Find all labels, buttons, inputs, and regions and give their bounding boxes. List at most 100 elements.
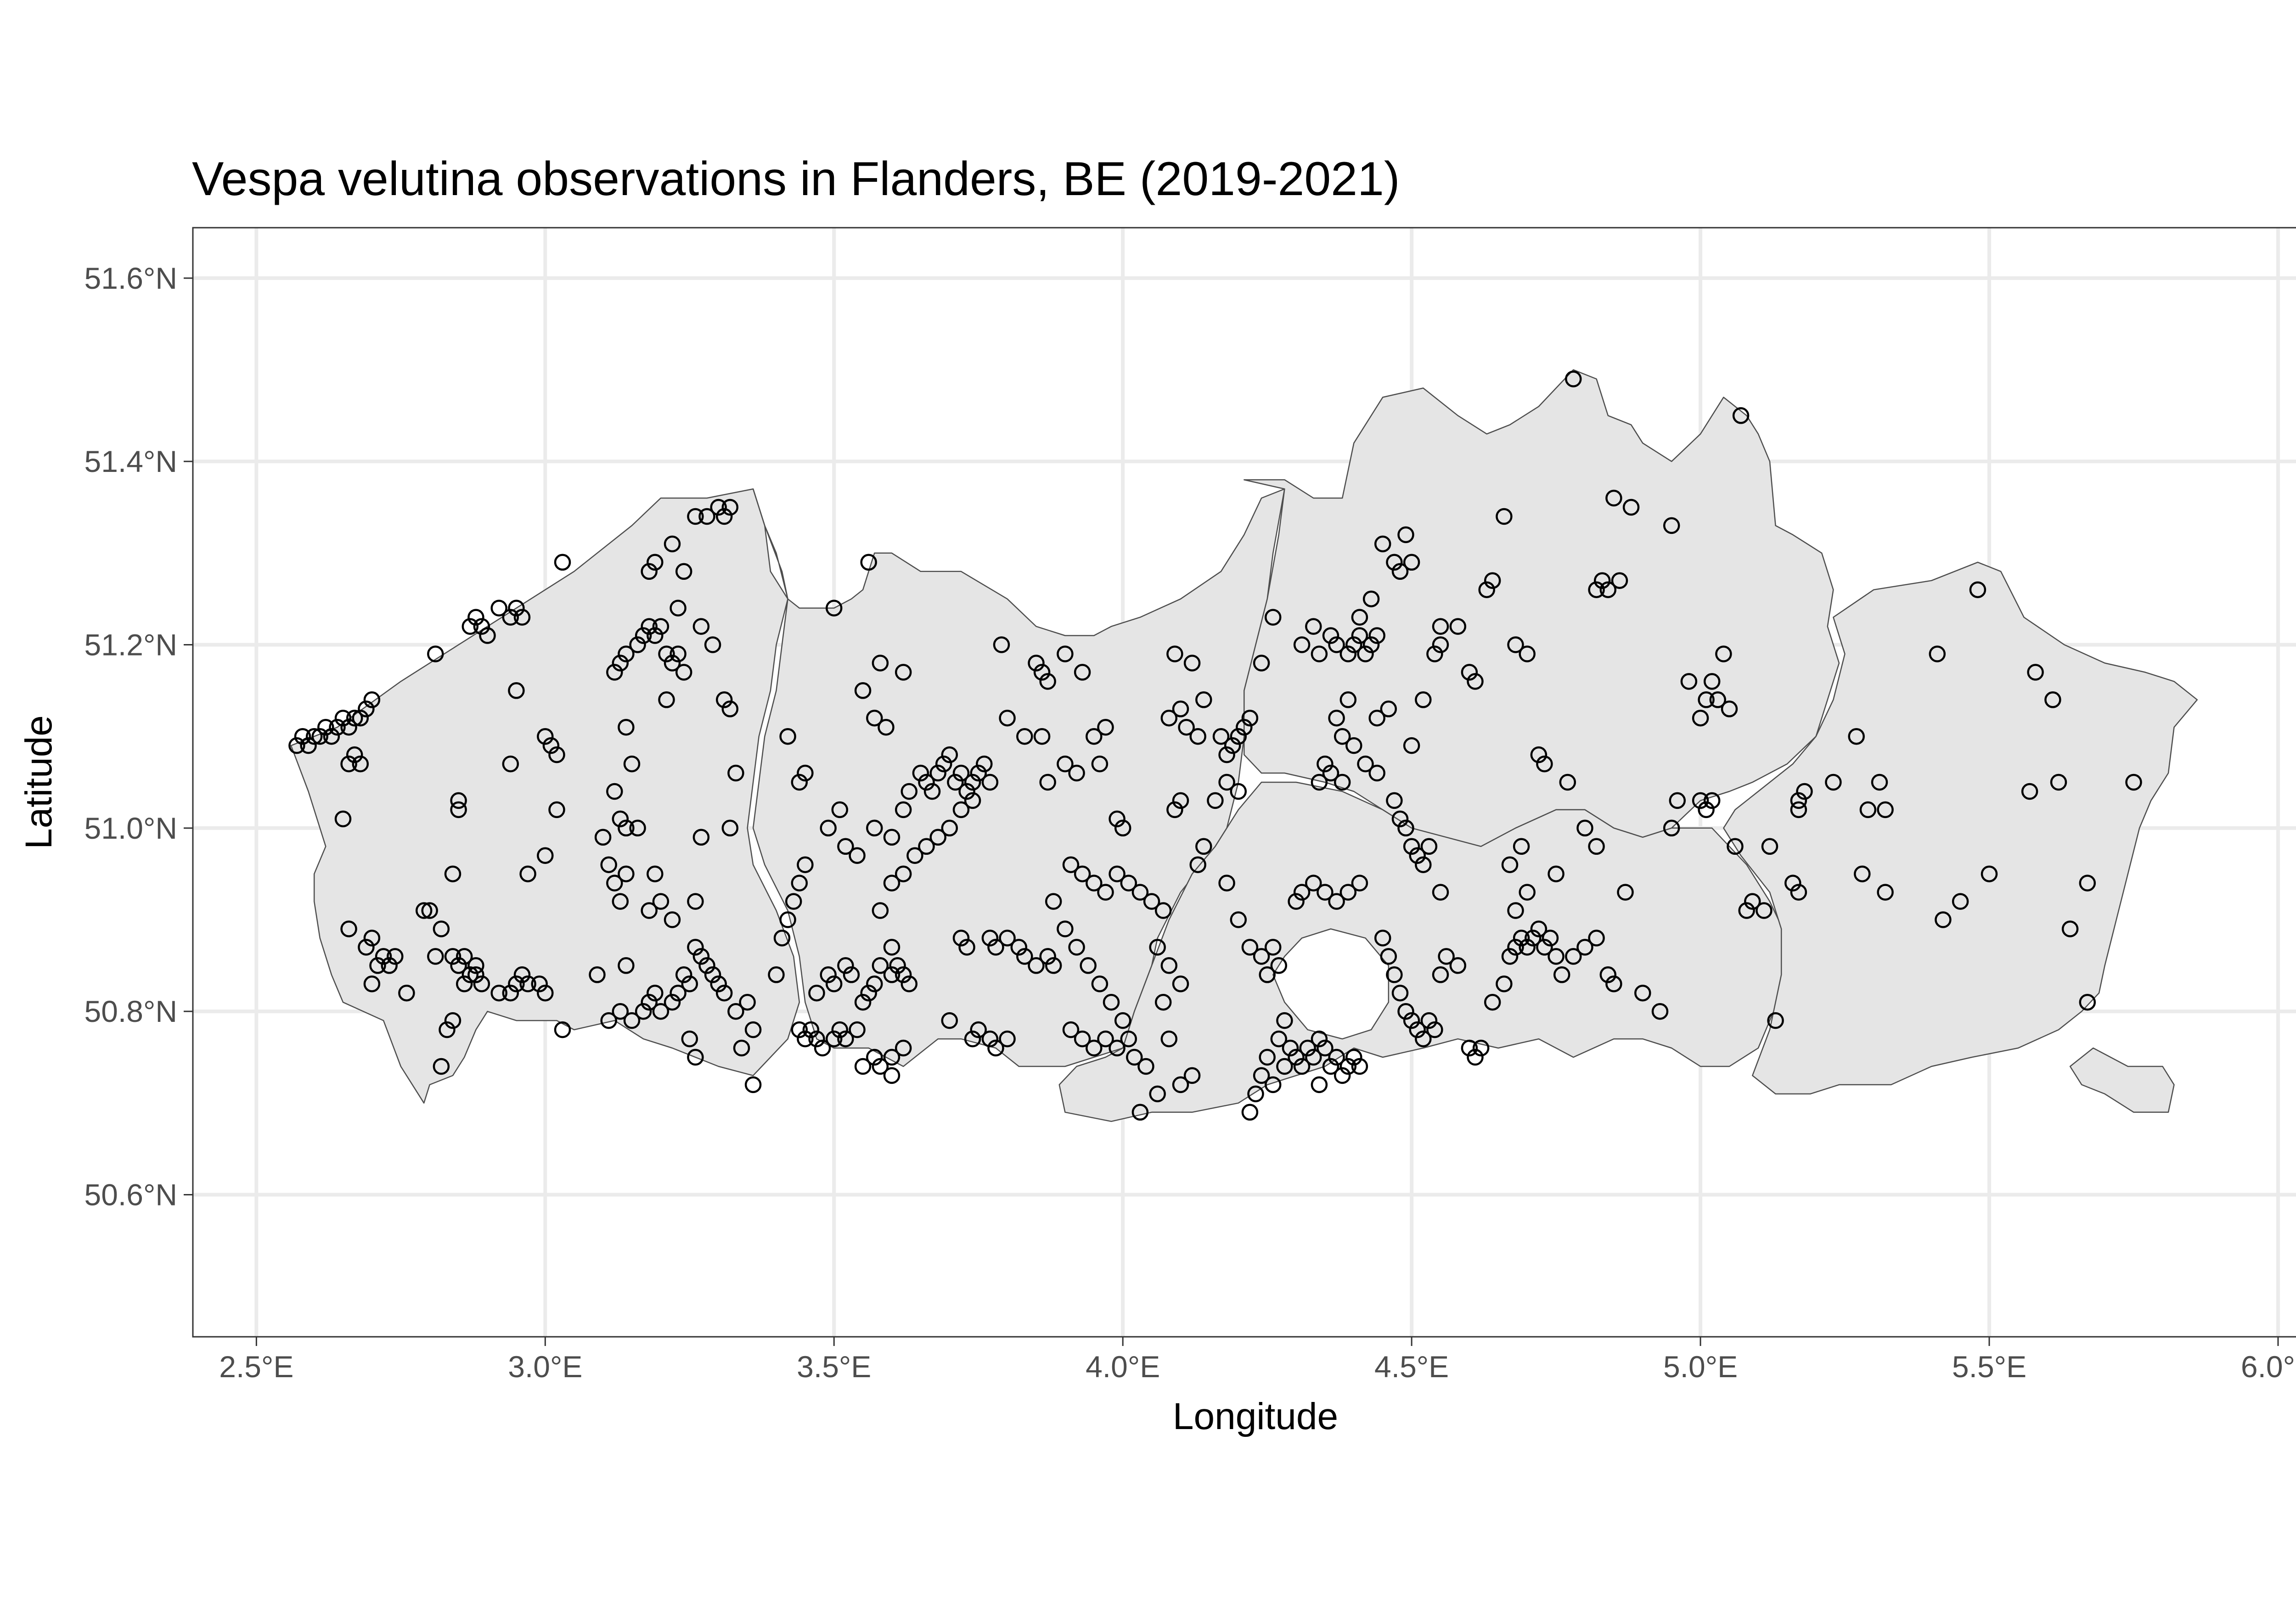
observation-point <box>1519 939 1536 956</box>
observation-point <box>797 856 814 873</box>
observation-point <box>779 728 796 745</box>
y-tick-label: 50.8°N <box>84 994 177 1028</box>
observation-point <box>1513 930 1530 947</box>
observation-point <box>542 737 560 754</box>
observation-point <box>999 1030 1016 1048</box>
observation-point <box>993 636 1010 653</box>
observation-point <box>1380 948 1397 965</box>
observation-point <box>1305 1049 1322 1066</box>
observation-point <box>334 709 352 727</box>
observation-point <box>964 774 981 791</box>
observation-point <box>352 709 369 727</box>
observation-point <box>508 600 525 617</box>
observation-point <box>1825 774 1842 791</box>
observation-point <box>340 755 357 773</box>
observation-point <box>1553 966 1570 983</box>
observation-point <box>1732 407 1750 424</box>
observation-point <box>421 902 438 919</box>
observation-point <box>1016 728 1033 745</box>
observation-point <box>1548 948 1564 965</box>
observation-point <box>831 1021 849 1038</box>
observation-point <box>641 993 658 1011</box>
observation-point <box>658 691 675 708</box>
observation-point <box>398 984 415 1002</box>
observation-point <box>461 618 479 635</box>
observation-point <box>935 755 952 773</box>
observation-point <box>1172 701 1189 718</box>
observation-point <box>641 563 658 580</box>
observation-point <box>981 930 999 947</box>
y-tick-label: 51.0°N <box>84 811 177 845</box>
observation-point <box>727 1003 744 1020</box>
x-tick-label: 2.5°E <box>219 1350 293 1384</box>
observation-point <box>1368 627 1385 644</box>
observation-point <box>444 1012 461 1029</box>
plot-panel <box>192 227 2296 1338</box>
observation-point <box>1391 563 1409 580</box>
observation-point <box>1016 948 1033 965</box>
observation-point <box>1496 508 1513 525</box>
observation-point <box>1345 636 1362 653</box>
observation-point <box>1068 939 1085 956</box>
observation-point <box>317 718 334 736</box>
observation-point <box>1282 1039 1299 1057</box>
observation-point <box>1397 526 1414 544</box>
observation-point <box>1744 893 1761 910</box>
observation-point <box>2079 993 2096 1011</box>
observation-point <box>1160 1030 1178 1048</box>
observation-point <box>733 1039 750 1057</box>
observation-point <box>900 976 918 992</box>
observation-point <box>1253 1067 1270 1084</box>
observation-point <box>1074 1030 1091 1048</box>
observation-point <box>1120 1030 1137 1048</box>
observation-point <box>687 1049 704 1066</box>
observation-point <box>537 728 554 745</box>
observation-point <box>444 948 461 965</box>
x-axis-title: Longitude <box>1173 1396 1338 1437</box>
observation-point <box>548 746 565 763</box>
observation-point <box>1588 838 1605 855</box>
observation-point <box>554 554 571 571</box>
observation-point <box>773 930 791 947</box>
observation-point <box>1253 655 1270 672</box>
x-axis: 2.5°E 3.0°E 3.5°E 4.0°E 4.5°E 5.0°E 5.5°E 6.0°E <box>219 1337 2296 1384</box>
observation-point <box>1357 645 1374 662</box>
observation-point <box>1230 728 1247 745</box>
observation-point <box>1028 655 1045 672</box>
observation-point <box>369 957 386 974</box>
observation-point <box>1334 774 1351 791</box>
observation-point <box>721 499 739 516</box>
observation-point <box>744 1021 762 1038</box>
observation-point <box>878 718 895 736</box>
observation-point <box>1703 673 1721 690</box>
observation-point <box>1131 1104 1149 1121</box>
observation-point <box>1086 1039 1103 1057</box>
observation-point <box>958 939 975 956</box>
observation-point <box>1328 636 1345 653</box>
observation-point <box>467 609 484 626</box>
observation-point <box>1692 792 1709 809</box>
observation-point <box>952 764 970 782</box>
observation-point <box>618 645 635 662</box>
observation-point <box>1391 810 1409 828</box>
observation-point <box>1593 572 1611 589</box>
observation-point <box>987 939 1004 956</box>
observation-point <box>1952 893 1969 910</box>
observation-point <box>860 984 877 1002</box>
observation-point <box>947 774 964 791</box>
observation-point <box>1033 664 1051 681</box>
observation-point <box>1299 1039 1316 1057</box>
observation-point <box>1790 801 1807 819</box>
observation-point <box>675 563 692 580</box>
y-tick-label: 51.2°N <box>84 628 177 662</box>
x-tick-label: 5.0°E <box>1663 1350 1738 1384</box>
observation-point <box>600 856 617 873</box>
observation-point <box>1236 718 1253 736</box>
observation-point <box>923 783 941 800</box>
observation-point <box>704 636 721 653</box>
observation-point <box>1380 701 1397 718</box>
observation-point <box>1264 939 1282 956</box>
observation-point <box>1120 875 1137 892</box>
observation-point <box>1010 939 1028 956</box>
observation-point <box>1074 865 1091 882</box>
